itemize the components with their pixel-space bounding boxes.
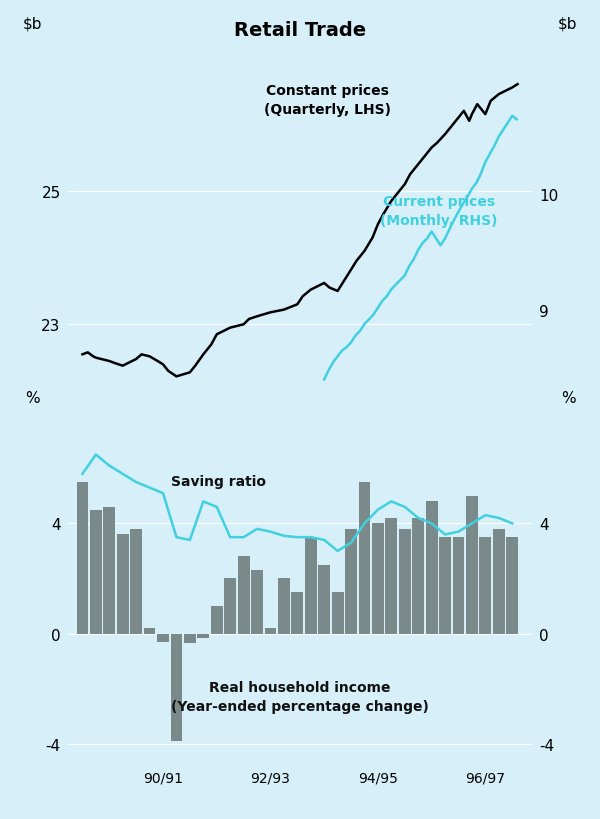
Bar <box>90 510 102 634</box>
Text: Saving ratio: Saving ratio <box>170 475 266 489</box>
Bar <box>197 634 209 638</box>
Bar <box>439 537 451 634</box>
Text: $b: $b <box>22 16 42 31</box>
Bar <box>77 482 88 634</box>
Text: Current prices
(Monthly, RHS): Current prices (Monthly, RHS) <box>380 195 497 228</box>
Bar <box>184 634 196 644</box>
Bar <box>117 535 128 634</box>
Bar <box>452 537 464 634</box>
Bar <box>332 592 344 634</box>
Bar <box>359 482 370 634</box>
Bar <box>318 565 330 634</box>
Text: Constant prices
(Quarterly, LHS): Constant prices (Quarterly, LHS) <box>264 84 391 116</box>
Bar <box>224 579 236 634</box>
Bar <box>251 571 263 634</box>
Bar <box>466 496 478 634</box>
Text: Retail Trade: Retail Trade <box>234 20 366 39</box>
Bar <box>278 579 290 634</box>
Text: Real household income
(Year-ended percentage change): Real household income (Year-ended percen… <box>171 681 429 713</box>
Text: $b: $b <box>558 16 578 31</box>
Bar <box>506 537 518 634</box>
Text: %: % <box>25 391 40 405</box>
Bar <box>143 628 155 634</box>
Bar <box>493 529 505 634</box>
Bar <box>265 628 277 634</box>
Bar <box>426 502 437 634</box>
Bar <box>292 592 303 634</box>
Bar <box>130 529 142 634</box>
Bar <box>345 529 357 634</box>
Bar <box>211 606 223 634</box>
Bar <box>399 529 410 634</box>
Bar <box>372 524 384 634</box>
Bar <box>412 518 424 634</box>
Bar <box>170 634 182 741</box>
Bar <box>385 518 397 634</box>
Bar <box>305 537 317 634</box>
Bar <box>479 537 491 634</box>
Bar <box>238 557 250 634</box>
Bar <box>103 507 115 634</box>
Text: %: % <box>560 391 575 405</box>
Bar <box>157 634 169 642</box>
